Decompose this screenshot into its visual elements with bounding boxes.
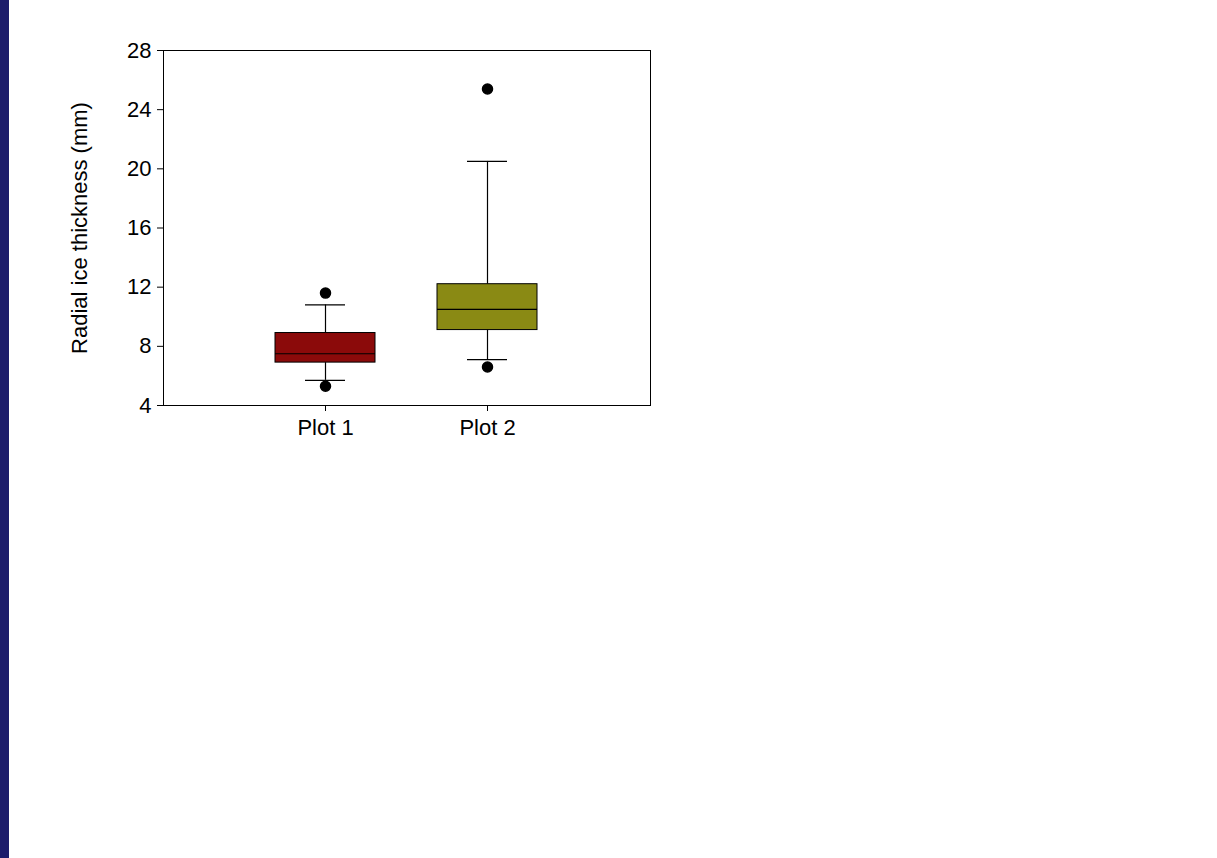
svg-text:4: 4 (139, 393, 151, 418)
svg-text:16: 16 (127, 215, 151, 240)
svg-text:12: 12 (127, 274, 151, 299)
svg-text:8: 8 (139, 333, 151, 358)
svg-text:Radial ice thickness (mm): Radial ice thickness (mm) (67, 102, 92, 354)
svg-text:20: 20 (127, 156, 151, 181)
svg-text:28: 28 (127, 38, 151, 63)
svg-text:Plot 1: Plot 1 (297, 415, 353, 440)
svg-text:Plot 2: Plot 2 (459, 415, 515, 440)
svg-text:24: 24 (127, 97, 151, 122)
